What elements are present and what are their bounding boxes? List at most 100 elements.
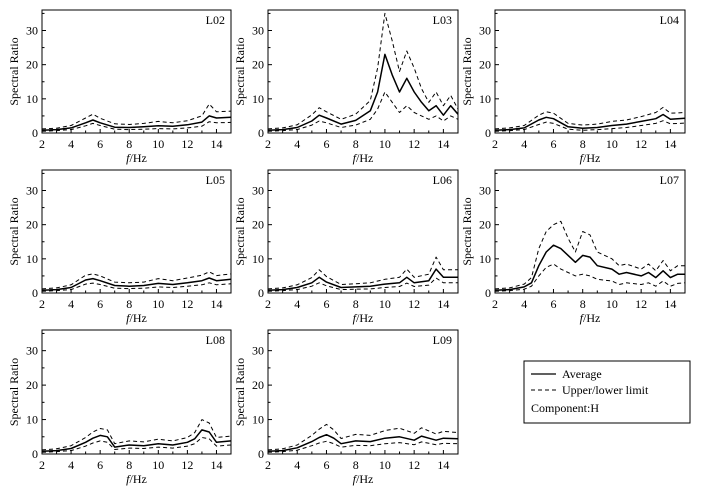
y-tick-label: 30	[252, 344, 264, 358]
x-tick-label: 4	[521, 297, 527, 311]
y-tick-label: 30	[252, 184, 264, 198]
legend-average-label: Average	[562, 367, 602, 381]
x-tick-label: 6	[323, 137, 329, 151]
x-tick-label: 8	[126, 297, 132, 311]
series-group	[42, 103, 231, 132]
x-tick-label: 4	[68, 137, 74, 151]
y-axis-label: Spectral Ratio	[7, 358, 21, 426]
x-tick-label: 2	[492, 137, 498, 151]
y-tick-label: 30	[26, 184, 38, 198]
y-tick-label: 0	[258, 286, 264, 300]
legend-component-label: Component:H	[531, 401, 599, 415]
series-line-upper-limit	[42, 103, 231, 130]
x-tick-label: 14	[210, 458, 222, 472]
x-tick-label: 12	[181, 458, 193, 472]
y-tick-label: 0	[32, 286, 38, 300]
y-tick-label: 20	[252, 58, 264, 72]
x-tick-label: 4	[294, 458, 300, 472]
y-tick-label: 0	[32, 126, 38, 140]
x-tick-label: 12	[408, 458, 420, 472]
series-line-average	[268, 433, 458, 452]
series-line-average	[42, 429, 231, 452]
x-axis-label: f/Hz	[126, 472, 147, 486]
x-tick-label: 14	[210, 137, 222, 151]
x-axis-label: f/Hz	[353, 472, 374, 486]
panel-l07: 2 4 6 8 10 12 14 0 10 20 30 f/Hz Spectral Ratio L07	[460, 169, 686, 325]
x-axis-label: f/Hz	[580, 311, 601, 325]
y-tick-label: 20	[26, 218, 38, 232]
series-line-upper-limit	[495, 106, 685, 130]
y-tick-label: 10	[26, 413, 38, 427]
panel-label: L03	[433, 13, 452, 27]
x-tick-label: 10	[152, 458, 164, 472]
x-tick-label: 4	[68, 297, 74, 311]
series-line-average	[42, 277, 231, 292]
x-tick-label: 8	[353, 297, 359, 311]
x-axis-label: f/Hz	[353, 151, 374, 165]
series-line-lower-limit	[42, 282, 231, 292]
x-tick-label: 10	[606, 137, 618, 151]
panel-label: L08	[206, 333, 225, 347]
series-line-average	[268, 53, 458, 132]
series-line-lower-limit	[495, 263, 685, 292]
x-axis-label: f/Hz	[126, 151, 147, 165]
x-tick-label: 14	[437, 458, 449, 472]
series-line-upper-limit	[268, 256, 458, 290]
plot-frame	[267, 169, 459, 294]
legend: Average Upper/lower limit Component:H	[523, 360, 691, 424]
series-group	[42, 419, 231, 453]
x-axis-label: f/Hz	[353, 311, 374, 325]
x-tick-label: 2	[265, 458, 271, 472]
x-tick-label: 4	[68, 458, 74, 472]
x-tick-label: 8	[353, 458, 359, 472]
panel-l03: 2 4 6 8 10 12 14 0 10 20 30 f/Hz Spectral Ratio L03	[233, 9, 459, 165]
panel-label: L07	[660, 173, 679, 187]
x-tick-label: 10	[606, 297, 618, 311]
x-tick-label: 14	[437, 137, 449, 151]
panel-label: L04	[660, 13, 679, 27]
series-group	[495, 106, 685, 132]
x-tick-label: 12	[181, 137, 193, 151]
panel-l08: 2 4 6 8 10 12 14 0 10 20 30 f/Hz Spectral Ratio L08	[7, 329, 232, 486]
x-tick-label: 2	[39, 297, 45, 311]
x-tick-label: 12	[181, 297, 193, 311]
y-tick-label: 0	[258, 447, 264, 461]
x-tick-label: 6	[97, 137, 103, 151]
legend-limit-label: Upper/lower limit	[562, 383, 649, 397]
y-axis-label: Spectral Ratio	[233, 37, 247, 105]
x-tick-label: 14	[437, 297, 449, 311]
plot-frame	[494, 9, 686, 134]
x-tick-label: 2	[265, 297, 271, 311]
y-tick-label: 0	[485, 126, 491, 140]
x-tick-label: 6	[97, 297, 103, 311]
series-line-lower-limit	[268, 440, 458, 453]
y-tick-label: 30	[479, 184, 491, 198]
x-tick-label: 14	[664, 297, 676, 311]
y-tick-label: 20	[479, 218, 491, 232]
series-line-upper-limit	[42, 419, 231, 451]
y-tick-label: 10	[252, 252, 264, 266]
legend-box	[523, 360, 691, 424]
series-line-average	[42, 115, 231, 132]
series-line-average	[495, 244, 685, 292]
y-tick-label: 10	[479, 92, 491, 106]
y-tick-label: 0	[258, 126, 264, 140]
y-tick-label: 0	[485, 286, 491, 300]
x-tick-label: 14	[664, 137, 676, 151]
plot-frame	[494, 169, 686, 294]
series-line-upper-limit	[495, 220, 685, 290]
panel-l02: 2 4 6 8 10 12 14 0 10 20 30 f/Hz Spectral Ratio L02	[7, 9, 232, 165]
x-tick-label: 8	[126, 458, 132, 472]
x-tick-label: 6	[323, 297, 329, 311]
panel-l06: 2 4 6 8 10 12 14 0 10 20 30 f/Hz Spectral Ratio L06	[233, 169, 459, 325]
series-line-lower-limit	[268, 91, 458, 132]
panel-label: L06	[433, 173, 452, 187]
y-tick-label: 10	[252, 92, 264, 106]
y-tick-label: 20	[479, 58, 491, 72]
x-tick-label: 6	[550, 297, 556, 311]
y-tick-label: 20	[26, 58, 38, 72]
panel-label: L02	[206, 13, 225, 27]
y-tick-label: 10	[26, 252, 38, 266]
y-tick-label: 20	[26, 378, 38, 392]
